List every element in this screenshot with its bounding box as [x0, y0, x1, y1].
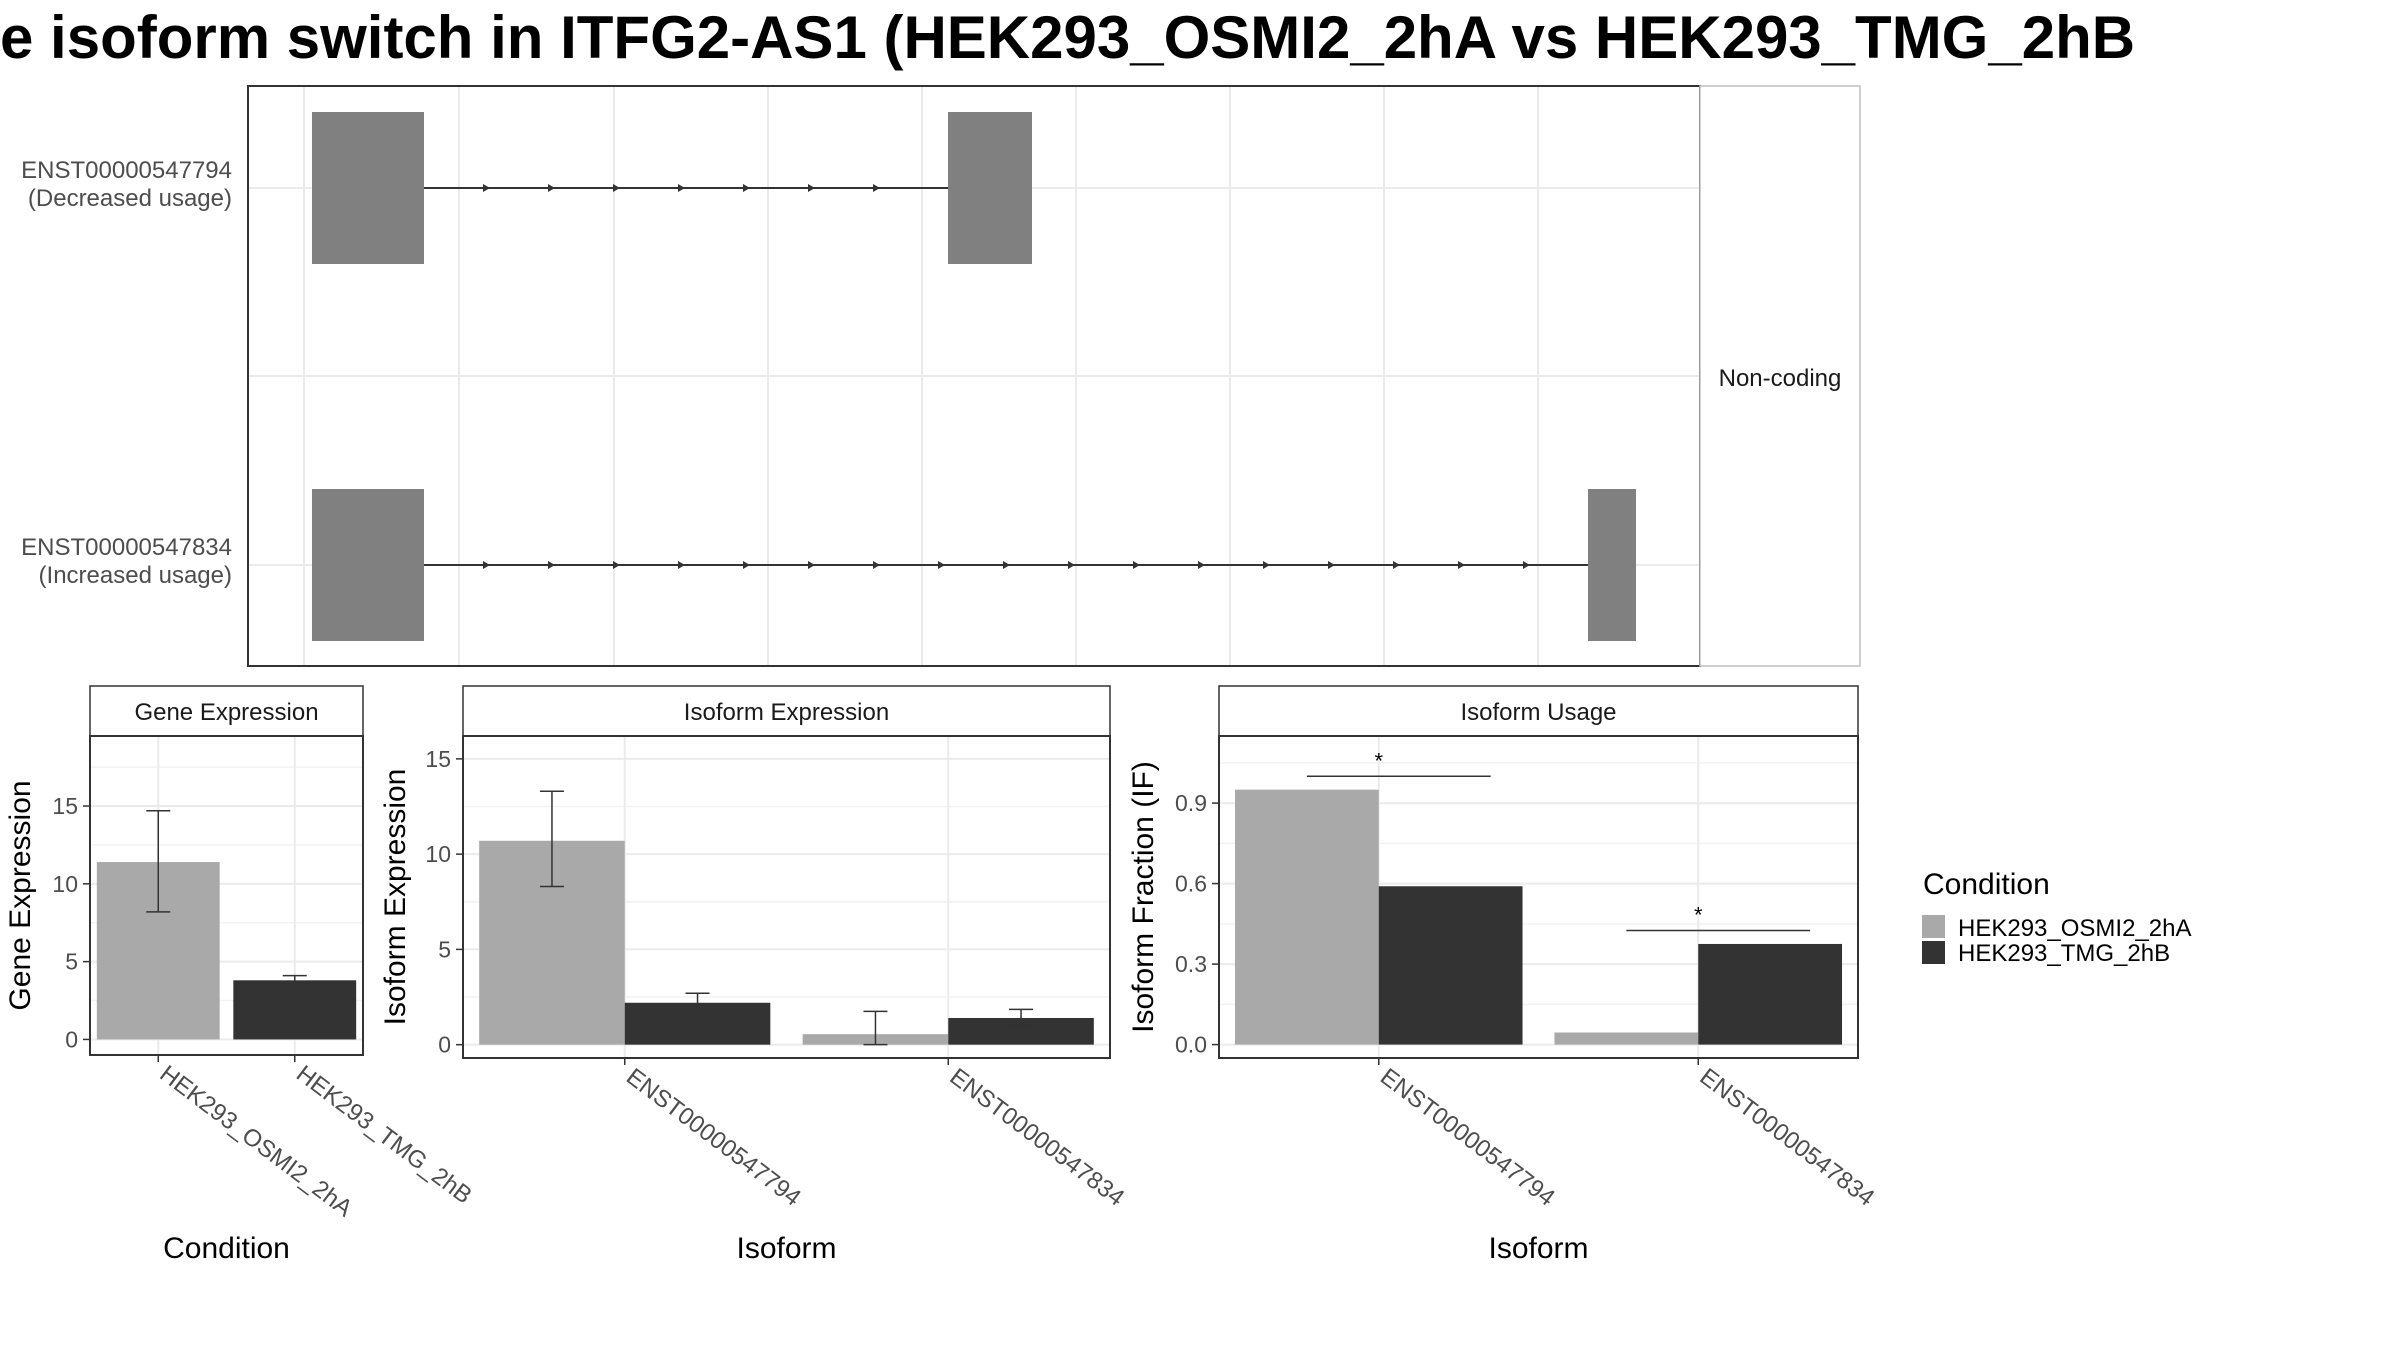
y-tick-label: 0.0 — [1175, 1032, 1207, 1058]
facet-strip — [462, 685, 1111, 737]
transcript-structure-panel: Non-coding ENST00000547794(Decreased usag… — [21, 85, 1861, 667]
intron-arrow — [548, 561, 555, 569]
y-tick-label: 10 — [425, 841, 451, 867]
facet-title: Gene Expression — [134, 699, 318, 726]
intron-arrow — [743, 184, 750, 192]
x-tick-label: ENST00000547794 — [621, 1063, 806, 1211]
y-tick-label: 0 — [65, 1026, 78, 1052]
intron-arrow — [1523, 561, 1530, 569]
intron-arrow — [1458, 561, 1465, 569]
intron-arrow — [678, 184, 685, 192]
y-axis-title: Isoform Expression — [379, 769, 412, 1026]
significance-marker: * — [1374, 748, 1383, 773]
y-tick-label: 10 — [52, 871, 78, 897]
y-tick-label: 15 — [425, 746, 451, 772]
y-axis-title: Isoform Fraction (IF) — [1127, 761, 1160, 1033]
structure-facet-strip — [1699, 85, 1861, 667]
y-tick-label: 5 — [65, 949, 78, 975]
x-axis-title: Isoform — [1488, 1232, 1588, 1265]
legend-label-tmg: HEK293_TMG_2hB — [1958, 940, 2170, 967]
isoform-expression-panel: Isoform Expression 0 5 10 15 ENST00000547794 E… — [379, 685, 1130, 1265]
x-tick-label: ENST00000547834 — [945, 1063, 1130, 1211]
legend-label-osmi: HEK293_OSMI2_2hA — [1958, 915, 2191, 942]
transcript-id-label: ENST00000547834 — [21, 534, 232, 561]
x-tick-label: ENST00000547794 — [1375, 1063, 1560, 1211]
facet-strip — [89, 685, 364, 737]
intron-arrow — [613, 184, 620, 192]
y-axis-title: Gene Expression — [4, 780, 37, 1010]
legend: Condition HEK293_OSMI2_2hA HEK293_TMG_2h… — [1922, 868, 2191, 967]
facet-title: Isoform Usage — [1460, 699, 1616, 726]
facet-title: Isoform Expression — [684, 699, 889, 726]
bar — [1378, 886, 1523, 1045]
exon-2 — [948, 112, 1032, 264]
intron-arrow — [808, 184, 815, 192]
intron-arrow — [483, 561, 490, 569]
plot-frame — [1218, 735, 1859, 1059]
x-axis-title: Isoform — [736, 1232, 836, 1265]
intron-arrow — [873, 184, 880, 192]
intron-arrow — [938, 561, 945, 569]
transcript-usage-label: (Decreased usage) — [28, 185, 232, 212]
bar — [233, 980, 357, 1040]
intron-arrow — [1068, 561, 1075, 569]
figure-title: e isoform switch in ITFG2-AS1 (HEK293_OS… — [0, 4, 2135, 71]
y-tick-label: 0 — [438, 1032, 451, 1058]
transcript-usage-label: (Increased usage) — [39, 562, 232, 589]
exon-1 — [312, 489, 424, 641]
plot-frame — [89, 735, 364, 1056]
facet-strip — [1218, 685, 1859, 737]
y-tick-label: 15 — [52, 793, 78, 819]
plot-frame — [462, 735, 1111, 1059]
intron-arrow — [483, 184, 490, 192]
bar — [1698, 943, 1843, 1045]
intron-arrow — [743, 561, 750, 569]
isoform-usage-panel: Isoform Usage 0.0 0.3 0.6 0.9 * * ENST000005477… — [1127, 685, 1880, 1265]
significance-marker: * — [1694, 903, 1703, 928]
exon-2 — [1588, 489, 1636, 641]
y-tick-label: 0.9 — [1175, 790, 1207, 816]
intron-arrow — [1393, 561, 1400, 569]
y-tick-label: 0.6 — [1175, 871, 1207, 897]
bar — [1234, 789, 1379, 1045]
exon-1 — [312, 112, 424, 264]
y-tick-label: 5 — [438, 936, 451, 962]
y-tick-label: 0.3 — [1175, 951, 1207, 977]
legend-swatch-tmg — [1922, 941, 1945, 964]
intron-arrow — [873, 561, 880, 569]
bar — [1554, 1032, 1699, 1045]
intron-arrow — [808, 561, 815, 569]
intron-arrow — [678, 561, 685, 569]
legend-swatch-osmi — [1922, 915, 1945, 938]
transcript-ENST00000547834: ENST00000547834(Increased usage) — [21, 489, 1636, 641]
legend-title: Condition — [1923, 868, 2050, 901]
x-tick-label: ENST00000547834 — [1695, 1063, 1880, 1211]
transcript-id-label: ENST00000547794 — [21, 157, 232, 184]
intron-arrow — [1003, 561, 1010, 569]
structure-facet-label: Non-coding — [1719, 365, 1842, 392]
intron-arrow — [548, 184, 555, 192]
intron-arrow — [1328, 561, 1335, 569]
x-axis-title: Condition — [163, 1232, 290, 1265]
intron-arrow — [1133, 561, 1140, 569]
intron-arrow — [613, 561, 620, 569]
transcript-ENST00000547794: ENST00000547794(Decreased usage) — [21, 112, 1032, 264]
intron-arrow — [1263, 561, 1270, 569]
intron-arrow — [1198, 561, 1205, 569]
